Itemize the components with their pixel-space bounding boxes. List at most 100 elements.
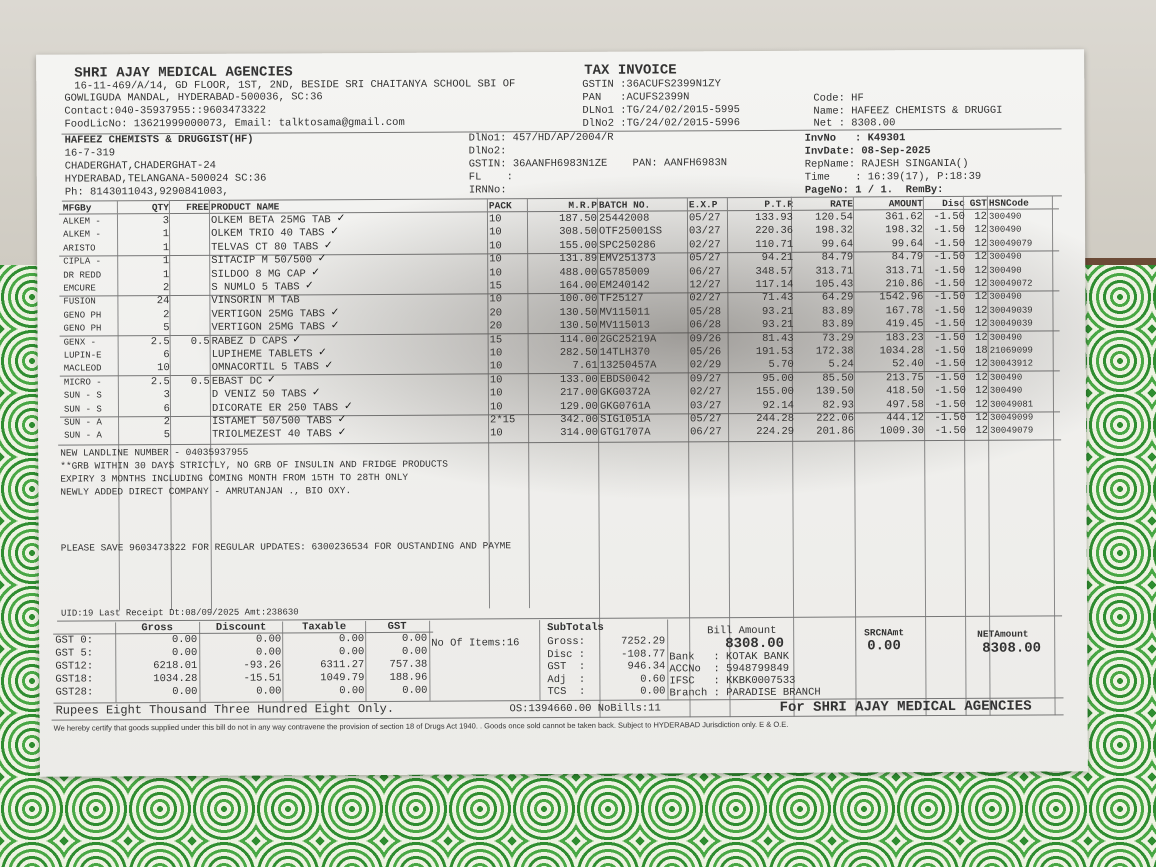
cell-amount: 84.79 bbox=[891, 251, 924, 264]
cell-rate: 198.32 bbox=[815, 224, 854, 238]
cell-batch: EM240142 bbox=[599, 279, 650, 292]
gst-cell: 757.38 bbox=[389, 658, 428, 671]
cell-mrp: 308.50 bbox=[559, 226, 598, 239]
cell-qty: 10 bbox=[157, 362, 170, 375]
cell-amount: 183.23 bbox=[885, 331, 924, 344]
buyer-address-2: CHADERGHAT,CHADERGHAT-24 bbox=[64, 159, 216, 173]
cell-batch: MV115013 bbox=[599, 319, 650, 332]
cell-product: ISTAMET 50/500 TABS bbox=[212, 415, 332, 428]
cell-pack: 10 bbox=[489, 226, 502, 239]
gst-cell: 6311.27 bbox=[320, 659, 365, 672]
cell-ptr: 95.00 bbox=[762, 372, 794, 385]
cell-hsn: 30049072 bbox=[989, 278, 1033, 289]
tax-invoice-paper: SHRI AJAY MEDICAL AGENCIES 16-11-469/A/1… bbox=[36, 49, 1089, 777]
cell-hsn: 21069099 bbox=[989, 345, 1033, 356]
cell-expiry: 02/27 bbox=[689, 238, 721, 252]
gst-cell: -15.51 bbox=[243, 672, 282, 685]
invoice-info-line: RepName: RAJESH SINGANIA() bbox=[804, 157, 969, 171]
amount-in-words: Rupees Eight Thousand Three Hundred Eigh… bbox=[55, 701, 395, 718]
gst-cell: 0.00 bbox=[172, 685, 198, 699]
cell-disc: -1.50 bbox=[934, 385, 966, 398]
cell-ptr: 155.00 bbox=[756, 385, 794, 399]
cell-expiry: 05/27 bbox=[690, 413, 722, 426]
cell-hsn: 30049081 bbox=[989, 399, 1034, 410]
cell-pack: 20 bbox=[489, 307, 503, 320]
cell-mrp: 133.00 bbox=[559, 373, 598, 386]
cell-qty: 1 bbox=[162, 228, 170, 241]
srcn-amount-value: 0.00 bbox=[867, 638, 901, 655]
buyer-address-3: HYDERABAD,TELANGANA-500024 SC:36 bbox=[64, 172, 267, 186]
cell-expiry: 03/27 bbox=[689, 399, 722, 412]
cell-mfg: SUN - S bbox=[63, 404, 102, 415]
cell-qty: 1 bbox=[162, 241, 170, 254]
buyer-id-line: IRNNo: bbox=[468, 184, 507, 197]
cell-hsn: 300490 bbox=[989, 332, 1023, 343]
cell-rate: 84.79 bbox=[821, 251, 854, 264]
cell-amount: 52.40 bbox=[892, 358, 924, 371]
cell-disc: -1.50 bbox=[934, 331, 966, 344]
cell-gst: 12 bbox=[975, 384, 988, 398]
cell-gst: 12 bbox=[974, 277, 988, 290]
buyer-address-1: 16-7-319 bbox=[64, 147, 116, 160]
note-line: EXPIRY 3 MONTHS INCLUDING COMING MONTH F… bbox=[60, 471, 409, 485]
cell-pack: 2*15 bbox=[490, 414, 516, 427]
bank-detail-line: IFSC : KKBK0007533 bbox=[669, 674, 796, 688]
checkmark-icon: ✓ bbox=[330, 225, 340, 238]
cell-qty: 2 bbox=[163, 308, 170, 321]
cell-batch: SPC250286 bbox=[599, 239, 656, 252]
cell-product: OLKEM TRIO 40 TABS bbox=[211, 227, 325, 241]
cell-qty: 1 bbox=[162, 255, 170, 268]
checkmark-icon: ✓ bbox=[304, 279, 314, 292]
checkmark-icon: ✓ bbox=[311, 265, 321, 278]
cell-amount: 213.75 bbox=[885, 371, 924, 385]
cell-expiry: 09/27 bbox=[689, 372, 722, 386]
cell-mrp: 131.89 bbox=[559, 253, 598, 266]
cell-pack: 10 bbox=[489, 400, 503, 413]
cell-mfg: SUN - S bbox=[63, 390, 102, 401]
cell-pack: 10 bbox=[490, 427, 503, 440]
cell-mrp: 130.50 bbox=[559, 306, 598, 319]
gst-cell: 0.00 bbox=[256, 646, 282, 659]
invoice-info-line: InvNo : K49301 bbox=[804, 132, 906, 145]
cell-mfg: GENO PH bbox=[63, 310, 102, 321]
cell-batch: EMV251373 bbox=[599, 252, 656, 265]
cell-mfg: FUSION bbox=[63, 296, 96, 307]
document-title: TAX INVOICE bbox=[584, 62, 677, 79]
gst-slab-label: GST 5: bbox=[55, 647, 94, 660]
cell-disc: -1.50 bbox=[933, 237, 966, 250]
cell-ptr: 94.21 bbox=[761, 251, 794, 265]
cell-qty: 3 bbox=[163, 389, 170, 402]
customer-name-short: Name: HAFEEZ CHEMISTS & DRUGGI bbox=[813, 104, 1003, 118]
rule-line bbox=[1051, 195, 1056, 716]
cell-disc: -1.50 bbox=[934, 344, 966, 358]
cell-batch: GTG1707A bbox=[600, 426, 651, 440]
cell-batch: TF25127 bbox=[599, 292, 644, 306]
invoice-info-line: InvDate: 08-Sep-2025 bbox=[804, 145, 931, 158]
cell-ptr: 92.14 bbox=[762, 399, 794, 412]
cell-gst: 12 bbox=[975, 358, 988, 371]
cell-pack: 10 bbox=[489, 266, 502, 279]
cell-product: SITACIP M 50/500 bbox=[211, 254, 313, 268]
cell-mfg: CIPLA - bbox=[63, 256, 102, 267]
note-line: NEWLY ADDED DIRECT COMPANY - AMRUTANJAN … bbox=[60, 485, 352, 498]
cell-mrp: 155.00 bbox=[559, 239, 598, 252]
note-line: PLEASE SAVE 9603473322 FOR REGULAR UPDAT… bbox=[60, 540, 512, 554]
cell-hsn: 300490 bbox=[989, 224, 1022, 236]
cell-hsn: 300490 bbox=[989, 385, 1023, 396]
cell-mrp: 488.00 bbox=[559, 266, 598, 279]
cell-gst: 12 bbox=[974, 264, 988, 277]
buyer-id-line: DlNo1: 457/HD/AP/2004/R bbox=[468, 131, 614, 145]
seller-food-license: FoodLicNo: 13621999000073, Email: talkto… bbox=[64, 116, 405, 131]
subtotal-label: TCS : bbox=[547, 685, 586, 699]
cell-amount: 99.64 bbox=[891, 237, 924, 251]
cell-disc: -1.50 bbox=[934, 411, 967, 425]
cell-product: TELVAS CT 80 TABS bbox=[211, 241, 319, 254]
checkmark-icon: ✓ bbox=[317, 252, 327, 265]
cell-ptr: 117.14 bbox=[755, 278, 794, 291]
cell-rate: 120.54 bbox=[815, 211, 854, 224]
cell-ptr: 133.93 bbox=[755, 211, 794, 224]
buyer-name: HAFEEZ CHEMISTS & DRUGGIST(HF) bbox=[64, 133, 254, 147]
cell-gst: 12 bbox=[974, 304, 988, 317]
cell-qty: 1 bbox=[162, 268, 170, 281]
cell-mfg: GENO PH bbox=[63, 323, 102, 334]
